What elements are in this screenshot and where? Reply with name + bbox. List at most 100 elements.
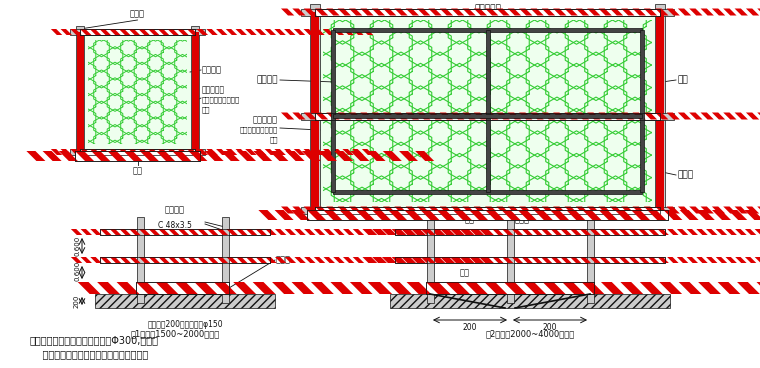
Polygon shape	[565, 113, 578, 120]
Polygon shape	[696, 210, 715, 220]
Polygon shape	[61, 29, 72, 35]
Polygon shape	[404, 210, 423, 220]
Polygon shape	[405, 257, 416, 263]
Polygon shape	[686, 257, 698, 263]
Polygon shape	[383, 113, 397, 120]
Polygon shape	[587, 206, 600, 213]
Polygon shape	[716, 257, 727, 263]
Polygon shape	[420, 210, 439, 220]
Polygon shape	[553, 8, 566, 15]
Polygon shape	[177, 29, 188, 35]
Polygon shape	[129, 229, 141, 235]
Polygon shape	[97, 282, 120, 294]
Polygon shape	[350, 282, 372, 294]
Polygon shape	[655, 113, 669, 120]
Polygon shape	[735, 8, 748, 15]
Polygon shape	[323, 210, 342, 220]
Polygon shape	[303, 29, 315, 35]
Polygon shape	[138, 29, 150, 35]
Polygon shape	[226, 149, 237, 155]
Polygon shape	[444, 257, 455, 263]
Polygon shape	[755, 257, 760, 263]
Polygon shape	[372, 8, 385, 15]
Polygon shape	[619, 229, 630, 235]
Polygon shape	[372, 206, 385, 213]
Polygon shape	[245, 257, 257, 263]
Polygon shape	[550, 257, 562, 263]
Bar	[80, 149, 195, 155]
Polygon shape	[737, 282, 760, 294]
Polygon shape	[197, 257, 208, 263]
Polygon shape	[560, 257, 572, 263]
Polygon shape	[550, 229, 562, 235]
Polygon shape	[100, 257, 112, 263]
Polygon shape	[362, 29, 373, 35]
Polygon shape	[197, 149, 208, 155]
Polygon shape	[655, 8, 669, 15]
Bar	[301, 113, 674, 120]
Polygon shape	[735, 257, 746, 263]
Polygon shape	[599, 257, 610, 263]
Polygon shape	[756, 282, 760, 294]
Bar	[333, 190, 642, 194]
Polygon shape	[334, 151, 353, 161]
Polygon shape	[576, 8, 589, 15]
Polygon shape	[462, 8, 476, 15]
Text: 栏杆柱: 栏杆柱	[678, 170, 694, 180]
Polygon shape	[401, 257, 413, 263]
Polygon shape	[724, 8, 736, 15]
Polygon shape	[178, 229, 189, 235]
Polygon shape	[284, 149, 296, 155]
Polygon shape	[648, 229, 659, 235]
Polygon shape	[285, 229, 296, 235]
Polygon shape	[451, 8, 464, 15]
Polygon shape	[445, 282, 468, 294]
Polygon shape	[70, 29, 81, 35]
Polygon shape	[138, 149, 150, 155]
Polygon shape	[745, 257, 756, 263]
Polygon shape	[387, 282, 410, 294]
Polygon shape	[440, 8, 453, 15]
Polygon shape	[304, 8, 317, 15]
Polygon shape	[51, 29, 62, 35]
Text: 安全门边撑: 安全门边撑	[253, 116, 278, 124]
Polygon shape	[565, 206, 578, 213]
Polygon shape	[326, 113, 340, 120]
Bar	[333, 114, 642, 118]
Polygon shape	[689, 8, 702, 15]
Polygon shape	[542, 113, 555, 120]
Polygon shape	[581, 282, 604, 294]
Bar	[80, 29, 195, 35]
Text: 杆上: 杆上	[202, 107, 211, 113]
Polygon shape	[667, 8, 680, 15]
Polygon shape	[100, 229, 112, 235]
Polygon shape	[460, 229, 471, 235]
Polygon shape	[426, 282, 449, 294]
Polygon shape	[139, 229, 150, 235]
Polygon shape	[411, 257, 423, 263]
Polygon shape	[80, 149, 91, 155]
Polygon shape	[91, 151, 110, 161]
Polygon shape	[511, 229, 523, 235]
Polygon shape	[560, 229, 572, 235]
Polygon shape	[294, 29, 306, 35]
Bar	[426, 217, 433, 303]
Polygon shape	[265, 257, 277, 263]
Polygon shape	[746, 8, 759, 15]
Polygon shape	[757, 8, 760, 15]
Polygon shape	[221, 151, 240, 161]
Text: （1）边长1500~2000的洞口: （1）边长1500~2000的洞口	[131, 329, 220, 338]
Polygon shape	[265, 229, 277, 235]
Polygon shape	[470, 257, 481, 263]
Polygon shape	[701, 8, 714, 15]
Polygon shape	[343, 257, 354, 263]
Polygon shape	[217, 229, 228, 235]
Polygon shape	[689, 113, 702, 120]
Polygon shape	[124, 151, 143, 161]
Polygon shape	[644, 8, 657, 15]
Polygon shape	[502, 229, 513, 235]
Polygon shape	[521, 229, 533, 235]
Polygon shape	[315, 8, 328, 15]
Polygon shape	[553, 206, 566, 213]
Polygon shape	[717, 282, 740, 294]
